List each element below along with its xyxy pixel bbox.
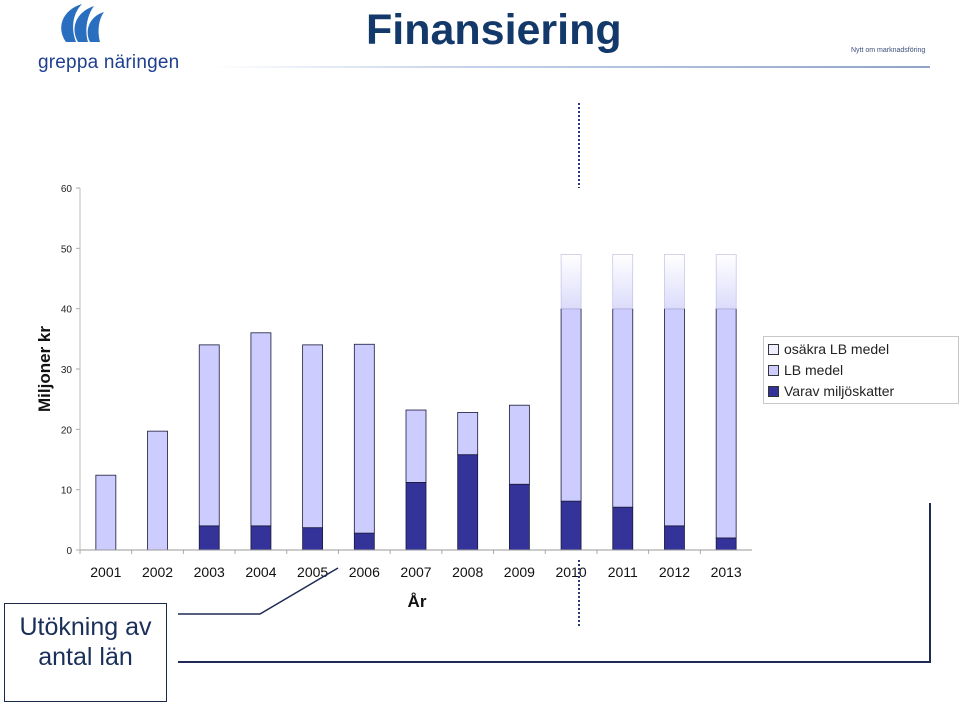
logo-text: greppa näringen <box>38 52 180 73</box>
y-tick-label: 40 <box>61 305 73 316</box>
legend-label-env: Varav miljöskatter <box>784 383 895 399</box>
bar-segment-lb-medel <box>198 344 220 527</box>
x-tick-label: 2001 <box>90 564 121 580</box>
bar-segment-miljoskatter <box>560 500 582 551</box>
bar-segment-lb-medel <box>715 308 737 539</box>
legend-swatch-lb <box>768 364 779 376</box>
callout-box: Utökning av antal län <box>4 603 167 702</box>
page-title: Finansiering <box>366 6 622 54</box>
bar-segment-lb-medel <box>302 344 324 529</box>
chart-legend: osäkra LB medel LB medel Varav miljöskat… <box>763 336 959 404</box>
header-tagline: Nytt om marknadsföring <box>851 47 926 54</box>
bar-segment-miljoskatter <box>250 525 272 551</box>
bar-segment-miljoskatter <box>302 527 324 551</box>
y-tick-label: 30 <box>61 365 73 376</box>
y-axis-label: Miljoner kr <box>35 326 54 412</box>
x-tick-label: 2010 <box>555 564 586 580</box>
bar-segment-miljoskatter <box>353 532 375 551</box>
bar-segment-lb-medel <box>560 308 582 502</box>
x-tick-label: 2003 <box>194 564 225 580</box>
bar-segment-osakra-lb-medel <box>612 254 634 309</box>
x-tick-label: 2005 <box>297 564 328 580</box>
bar-segment-lb-medel <box>95 474 117 551</box>
legend-item-env: Varav miljöskatter <box>768 381 894 401</box>
callout-line-1: Utökning av <box>19 613 152 641</box>
bar-segment-miljoskatter <box>664 525 685 551</box>
bar-segment-osakra-lb-medel <box>664 254 685 309</box>
y-tick-label: 20 <box>61 425 73 436</box>
bar-segment-miljoskatter <box>715 537 737 551</box>
greppa-naringen-logo <box>61 4 104 42</box>
bar-segment-lb-medel <box>664 308 685 527</box>
y-tick-label: 50 <box>61 244 73 255</box>
legend-swatch-uncertain <box>768 343 779 355</box>
x-tick-label: 2013 <box>711 564 742 580</box>
x-tick-label: 2012 <box>659 564 690 580</box>
frame-right-line <box>929 503 931 663</box>
y-tick-label: 10 <box>61 486 73 497</box>
bar-segment-lb-medel <box>612 308 634 508</box>
bar-segment-lb-medel <box>147 430 168 551</box>
legend-label-lb: LB medel <box>784 362 844 378</box>
x-tick-label: 2007 <box>400 564 431 580</box>
bar-segment-miljoskatter <box>405 482 427 551</box>
bar-segment-osakra-lb-medel <box>560 254 582 309</box>
x-tick-label: 2006 <box>349 564 380 580</box>
bar-segment-lb-medel <box>405 409 427 483</box>
x-axis-label: År <box>408 592 427 611</box>
legend-label-uncertain: osäkra LB medel <box>784 341 890 357</box>
bar-segment-lb-medel <box>457 412 479 456</box>
x-tick-label: 2011 <box>608 564 638 580</box>
callout-connector <box>178 567 339 615</box>
legend-item-lb: LB medel <box>768 360 843 380</box>
bar-segment-lb-medel <box>353 343 375 534</box>
frame-bottom-line <box>178 661 931 663</box>
y-tick-label: 60 <box>61 184 73 195</box>
legend-item-uncertain: osäkra LB medel <box>768 339 889 359</box>
x-tick-label: 2008 <box>452 564 483 580</box>
header-divider <box>210 66 930 68</box>
bar-segment-miljoskatter <box>508 483 530 551</box>
bar-segment-miljoskatter <box>612 506 634 551</box>
bar-segment-miljoskatter <box>198 525 220 551</box>
bar-segment-lb-medel <box>250 332 272 527</box>
x-tick-label: 2002 <box>142 564 173 580</box>
bar-segment-lb-medel <box>508 404 530 485</box>
bar-segment-osakra-lb-medel <box>715 254 737 309</box>
callout-line-2: antal län <box>38 643 133 671</box>
bar-segment-miljoskatter <box>457 454 479 551</box>
x-tick-label: 2004 <box>245 564 276 580</box>
y-tick-label: 0 <box>66 546 72 557</box>
x-tick-label: 2009 <box>504 564 535 580</box>
legend-swatch-env <box>768 385 779 397</box>
